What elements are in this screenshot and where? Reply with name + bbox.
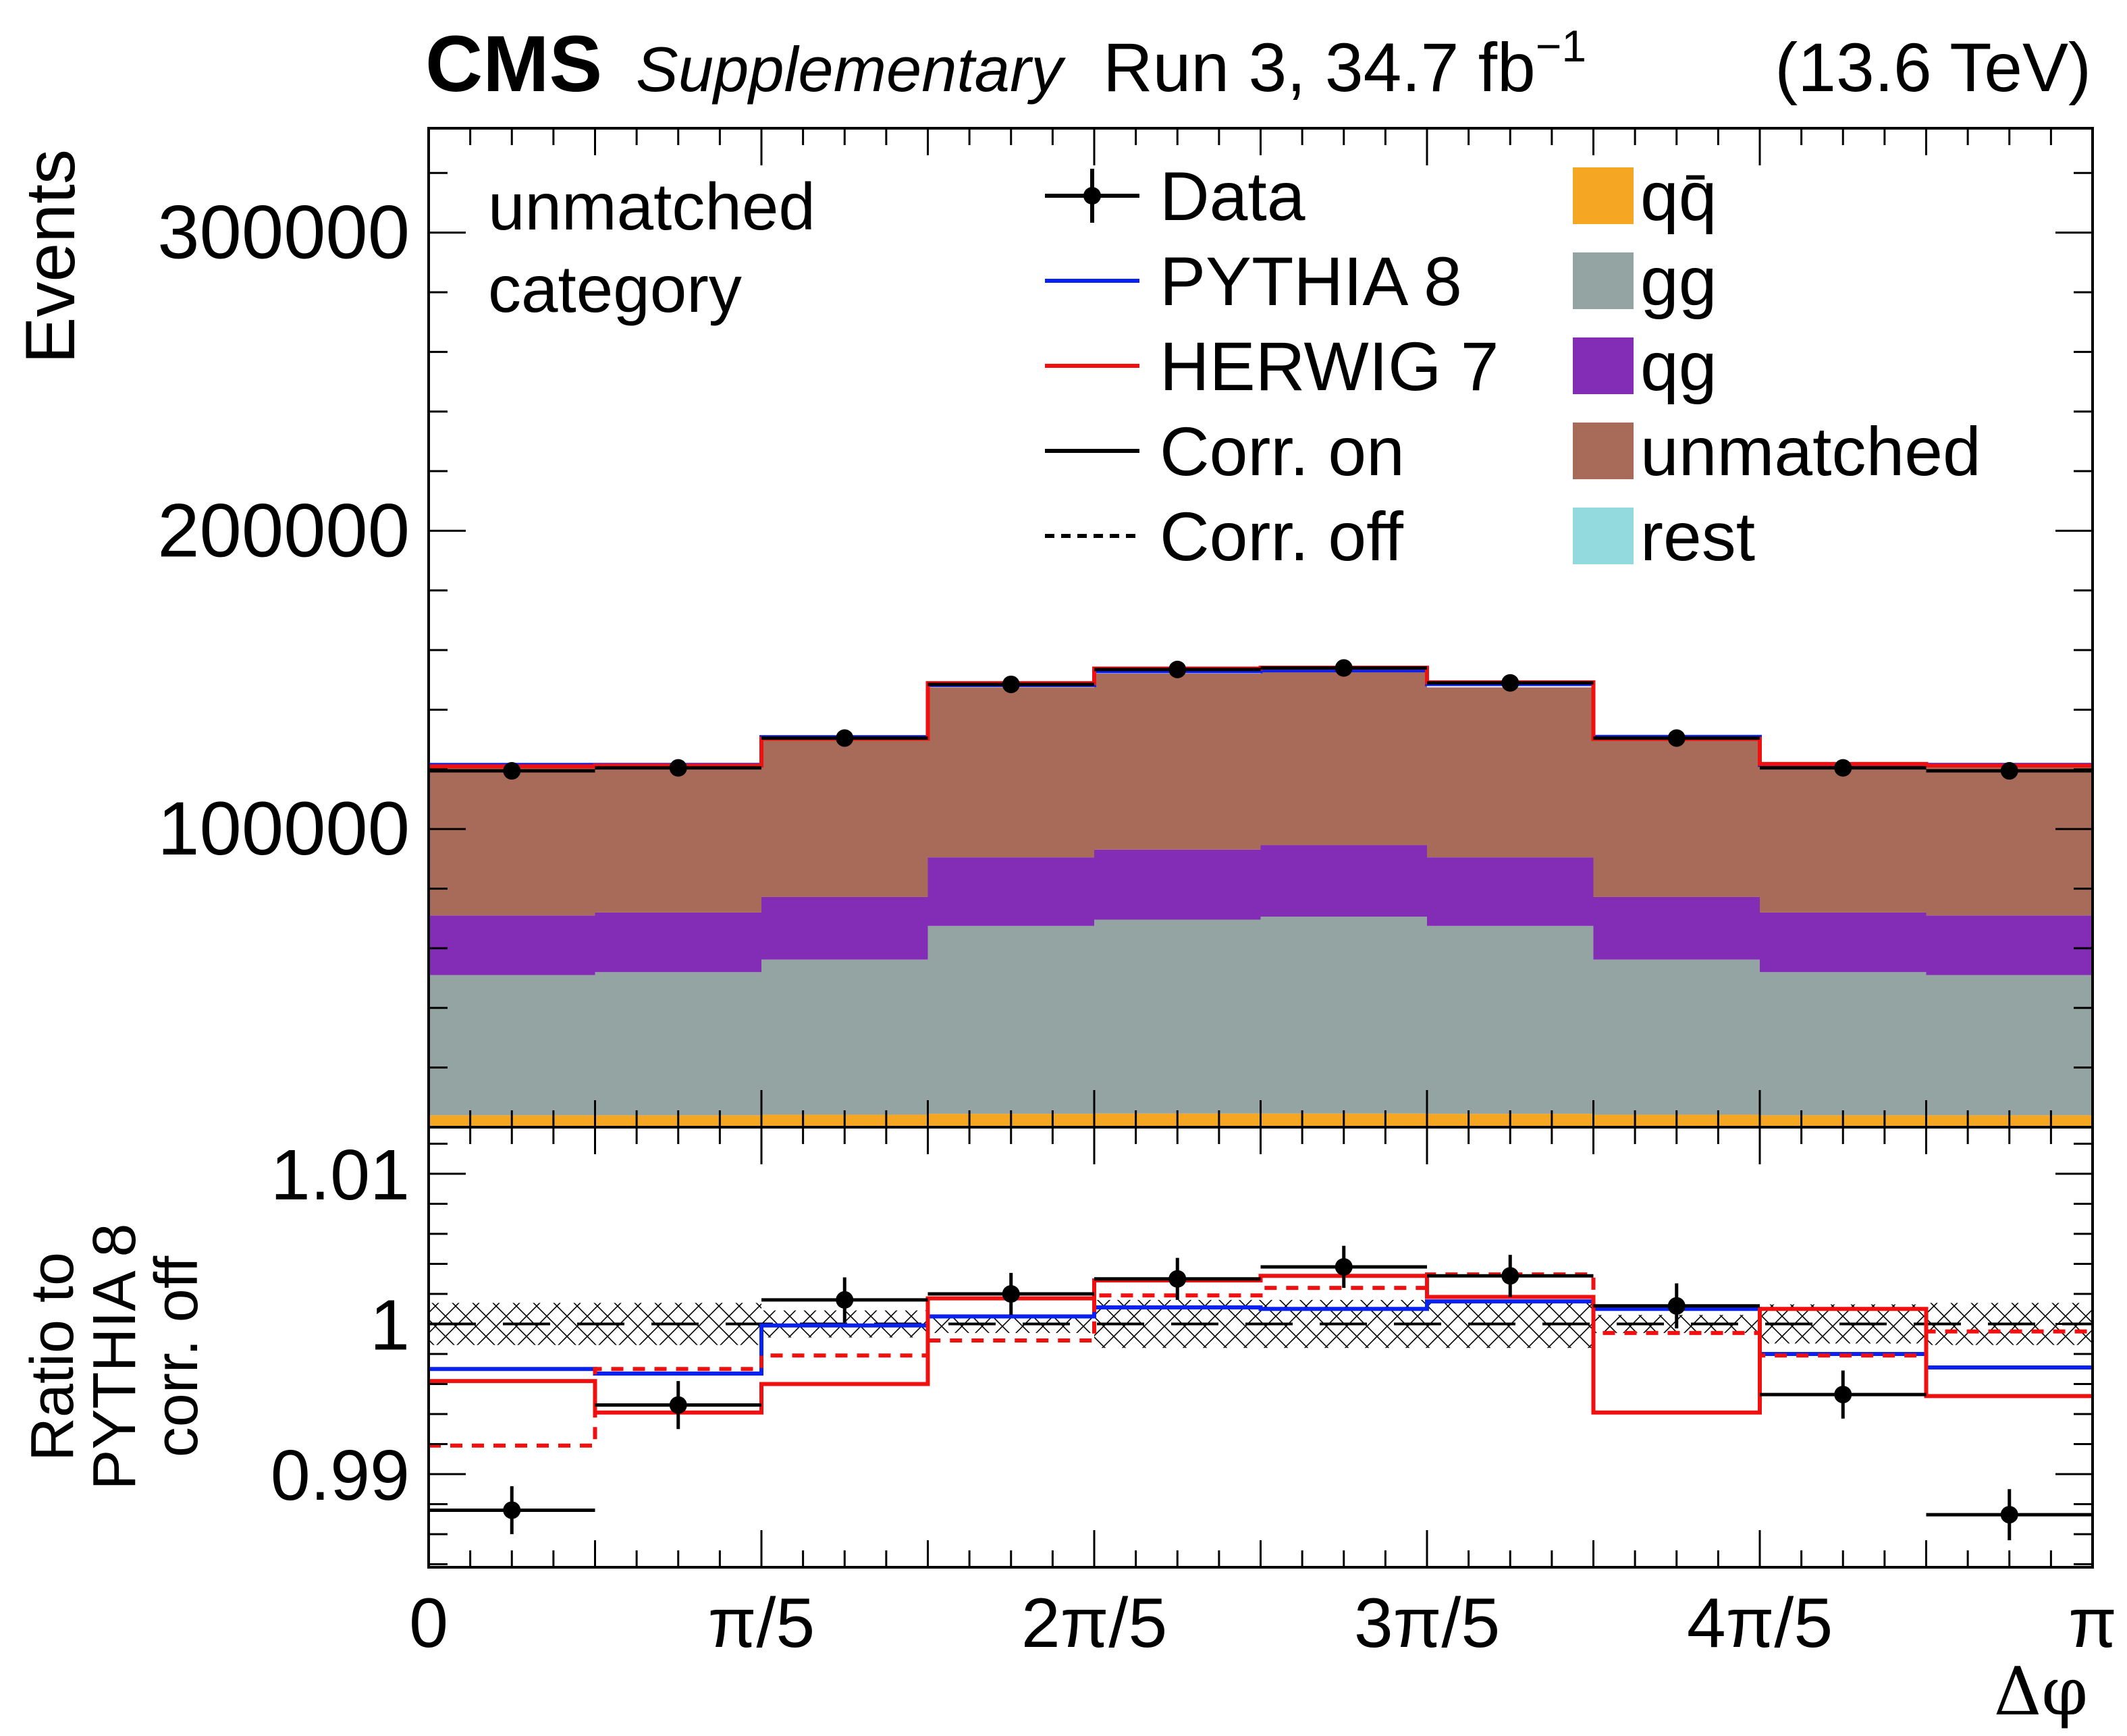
ratio-data-point-2 [836, 1291, 854, 1309]
stack-bar-qg-5 [1260, 845, 1427, 917]
stack-bar-unmatched-9 [1926, 766, 2093, 916]
y-axis-title-events: Events [11, 149, 90, 364]
ratio-ylabel-line2: PYTHIA 8 [81, 1223, 149, 1490]
x-axis-title: Δφ [1994, 1654, 2088, 1731]
data-point-3 [1002, 675, 1020, 693]
y-tick-label-300000: 300000 [157, 190, 410, 275]
ratio-y-tick-label-1: 1 [370, 1286, 410, 1365]
stack-bar-unmatched-3 [927, 687, 1094, 858]
data-point-4 [1168, 660, 1187, 678]
ratio-data-point-6 [1501, 1267, 1519, 1285]
ratio-data-point-9 [2000, 1506, 2018, 1524]
stack-bar-gg-7 [1593, 959, 1760, 1115]
stack-bar-unmatched-1 [595, 766, 761, 913]
stack-bar-qg-9 [1926, 915, 2093, 975]
data-point-6 [1501, 674, 1519, 692]
ratio-y-tick-label-0.99: 0.99 [271, 1436, 410, 1515]
ratio-data-point-3 [1002, 1285, 1020, 1303]
category-label-line1: unmatched [488, 169, 815, 244]
y-tick-label-100000: 100000 [157, 786, 410, 871]
stack-bar-unmatched-0 [429, 766, 595, 916]
stack-bar-gg-4 [1094, 919, 1261, 1114]
ratio-ylabel-line3: corr. off [143, 1255, 211, 1457]
stack-bar-qg-0 [429, 915, 595, 975]
energy-label: (13.6 TeV) [1775, 29, 2091, 106]
x-tick-label-0: 0 [409, 1584, 448, 1662]
lumi-label: Run 3, 34.7 fb−1 [1103, 21, 1586, 106]
x-tick-label-5: π [2068, 1584, 2117, 1662]
data-point-7 [1667, 729, 1686, 747]
stack-bar-qg-7 [1593, 896, 1760, 960]
legend-label-PYTHIA-8: PYTHIA 8 [1160, 243, 1462, 320]
legend-label-HERWIG-7: HERWIG 7 [1160, 328, 1499, 405]
legend-label-Corr-off: Corr. off [1160, 498, 1404, 575]
stack-bar-gg-0 [429, 975, 595, 1116]
stack-bar-qg-2 [761, 896, 928, 960]
stack-bar-unmatched-2 [761, 738, 928, 897]
category-label-line2: category [488, 252, 742, 326]
ratio-data-point-1 [669, 1396, 687, 1414]
status-label: Supplementary [636, 34, 1066, 105]
stack-bar-qg-1 [595, 912, 761, 973]
ratio-data-point-4 [1168, 1270, 1187, 1288]
stack-bar-unmatched-8 [1760, 766, 1927, 913]
legend-swatch-0 [1573, 167, 1634, 224]
legend-label-Corr-on: Corr. on [1160, 413, 1405, 490]
main-panel: 100000 200000 300000 [157, 127, 2094, 1129]
legend-label-4-stack: rest [1640, 498, 1755, 575]
data-point-5 [1335, 659, 1353, 677]
ratio-line-HERWIG-7-corr-off [429, 1272, 2093, 1448]
ratio-data-point-7 [1667, 1297, 1686, 1315]
legend-label-0-stack: qq̄ [1640, 158, 1717, 235]
data-point-9 [2000, 762, 2018, 780]
legend-data-marker [1083, 187, 1101, 205]
data-point-0 [503, 762, 521, 780]
experiment-label: CMS [425, 20, 602, 109]
legend: Data PYTHIA 8 HERWIG 7 Corr. on Corr. off qq̄… [1045, 158, 1981, 575]
x-tick-label-1: π/5 [708, 1584, 815, 1662]
ratio-y-tick-label-1.01: 1.01 [271, 1135, 410, 1215]
legend-label-3-stack: unmatched [1640, 413, 1981, 490]
ratio-panel: 0.99 1 1.01 0 π/5 2π/5 3π/5 4π/5 π [271, 1126, 2117, 1662]
data-point-2 [836, 729, 854, 747]
data-point-8 [1834, 759, 1852, 777]
x-tick-label-4: 4π/5 [1687, 1584, 1833, 1662]
legend-swatch-1 [1573, 252, 1634, 309]
stack-bar-gg-9 [1926, 975, 2093, 1116]
legend-swatch-4 [1573, 508, 1634, 564]
y-tick-label-200000: 200000 [157, 488, 410, 572]
ratio-data-point-0 [503, 1501, 521, 1519]
ratio-data-point-5 [1335, 1257, 1353, 1276]
stack-bar-gg-5 [1260, 917, 1427, 1114]
legend-label-Data: Data [1160, 158, 1305, 235]
ratio-ylabel-line1: Ratio to [19, 1252, 86, 1461]
stack-bar-gg-6 [1427, 925, 1594, 1114]
stack-bar-unmatched-4 [1094, 674, 1261, 850]
legend-label-2-stack: qg [1640, 328, 1717, 405]
stack-bar-qg-6 [1427, 857, 1594, 926]
ratio-y-axis-title: Ratio to PYTHIA 8 corr. off [19, 1223, 211, 1490]
stack-bar-unmatched-7 [1593, 738, 1760, 897]
stack-bar-qg-8 [1760, 912, 1927, 973]
data-point-1 [669, 759, 687, 777]
stack-bar-qg-3 [927, 857, 1094, 926]
x-tick-label-3: 3π/5 [1354, 1584, 1500, 1662]
x-tick-label-2: 2π/5 [1021, 1584, 1167, 1662]
stack-bar-unmatched-5 [1260, 670, 1427, 846]
legend-label-1-stack: gg [1640, 243, 1717, 320]
stack-bar-unmatched-6 [1427, 687, 1594, 858]
ratio-data-point-8 [1834, 1386, 1852, 1404]
stack-bar-gg-1 [595, 972, 761, 1116]
stack-bar-qg-4 [1094, 849, 1261, 920]
stack-bar-gg-3 [927, 925, 1094, 1114]
stack-bar-gg-2 [761, 959, 928, 1115]
legend-swatch-3 [1573, 423, 1634, 479]
stack-bar-gg-8 [1760, 972, 1927, 1116]
legend-swatch-2 [1573, 337, 1634, 394]
